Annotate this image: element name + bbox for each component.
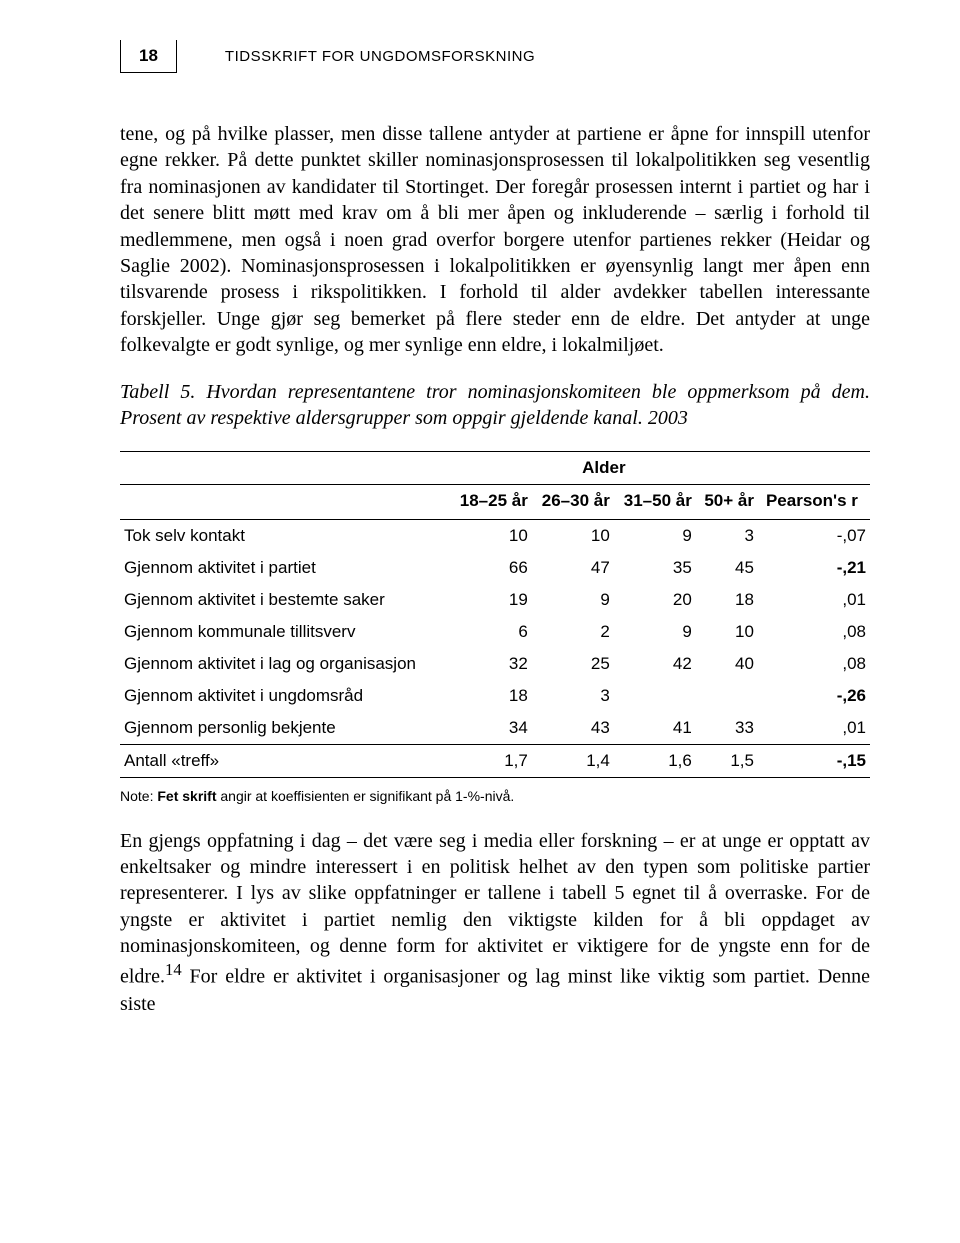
- cell: 2: [532, 616, 614, 648]
- table-row: Tok selv kontakt101093-,07: [120, 519, 870, 552]
- table-row: Gjennom personlig bekjente34434133,01: [120, 712, 870, 745]
- table-note: Note: Fet skrift angir at koeffisienten …: [120, 788, 870, 804]
- cell: 33: [696, 712, 758, 745]
- cell: 1,7: [450, 744, 532, 777]
- cell: 25: [532, 648, 614, 680]
- cell: 45: [696, 552, 758, 584]
- cell: ,08: [758, 648, 870, 680]
- table-row-label: Antall «treff»: [120, 744, 450, 777]
- page-header: 18 TIDSSKRIFT FOR UNGDOMSFORSKNING: [120, 40, 870, 73]
- table-row: Gjennom kommunale tillitsverv62910,08: [120, 616, 870, 648]
- col-header: 31–50 år: [614, 484, 696, 519]
- cell: 1,6: [614, 744, 696, 777]
- table-row-label: Gjennom aktivitet i bestemte saker: [120, 584, 450, 616]
- table-row-label: Gjennom aktivitet i partiet: [120, 552, 450, 584]
- cell: ,01: [758, 584, 870, 616]
- cell: ,08: [758, 616, 870, 648]
- cell: 9: [532, 584, 614, 616]
- cell: 20: [614, 584, 696, 616]
- cell: 10: [696, 616, 758, 648]
- cell: 42: [614, 648, 696, 680]
- paragraph-1: tene, og på hvilke plasser, men disse ta…: [120, 121, 870, 359]
- cell: 47: [532, 552, 614, 584]
- table-row-label: Gjennom personlig bekjente: [120, 712, 450, 745]
- page-number: 18: [120, 40, 177, 73]
- cell: 1,4: [532, 744, 614, 777]
- cell: 9: [614, 616, 696, 648]
- table-caption: Tabell 5. Hvordan representantene tror n…: [120, 379, 870, 431]
- cell: 32: [450, 648, 532, 680]
- note-prefix: Note:: [120, 788, 157, 804]
- cell: 6: [450, 616, 532, 648]
- cell: -,26: [758, 680, 870, 712]
- cell: 10: [450, 519, 532, 552]
- table-row-label: Tok selv kontakt: [120, 519, 450, 552]
- note-rest: angir at koeffisienten er signifikant på…: [216, 788, 514, 804]
- cell: [614, 680, 696, 712]
- note-bold: Fet skrift: [157, 788, 216, 804]
- cell: 3: [696, 519, 758, 552]
- table-row: Gjennom aktivitet i partiet66473545-,21: [120, 552, 870, 584]
- col-header: 18–25 år: [450, 484, 532, 519]
- cell: 43: [532, 712, 614, 745]
- table-row: Gjennom aktivitet i bestemte saker199201…: [120, 584, 870, 616]
- cell: -,07: [758, 519, 870, 552]
- col-header: Pearson's r: [758, 484, 870, 519]
- col-header: 50+ år: [696, 484, 758, 519]
- cell: 1,5: [696, 744, 758, 777]
- table-super-header-row: Alder: [120, 451, 870, 484]
- table-footer-row: Antall «treff» 1,7 1,4 1,6 1,5 -,15: [120, 744, 870, 777]
- para2-post: For eldre er aktivitet i organisasjoner …: [120, 966, 870, 1014]
- cell: 41: [614, 712, 696, 745]
- cell: 18: [450, 680, 532, 712]
- document-page: 18 TIDSSKRIFT FOR UNGDOMSFORSKNING tene,…: [0, 0, 960, 1243]
- cell: 35: [614, 552, 696, 584]
- cell: [696, 680, 758, 712]
- para2-pre: En gjengs oppfatning i dag – det være se…: [120, 830, 870, 989]
- table-super-header: Alder: [450, 451, 758, 484]
- footnote-marker: 14: [165, 960, 182, 979]
- table-column-header-row: 18–25 år 26–30 år 31–50 år 50+ år Pearso…: [120, 484, 870, 519]
- cell: 40: [696, 648, 758, 680]
- cell: 18: [696, 584, 758, 616]
- table-row: Gjennom aktivitet i ungdomsråd183 -,26: [120, 680, 870, 712]
- cell: 10: [532, 519, 614, 552]
- cell: -,15: [758, 744, 870, 777]
- cell: 34: [450, 712, 532, 745]
- data-table: Alder 18–25 år 26–30 år 31–50 år 50+ år …: [120, 451, 870, 778]
- table-row: Gjennom aktivitet i lag og organisasjon3…: [120, 648, 870, 680]
- cell: 66: [450, 552, 532, 584]
- cell: ,01: [758, 712, 870, 745]
- cell: 19: [450, 584, 532, 616]
- table-row-label: Gjennom aktivitet i ungdomsråd: [120, 680, 450, 712]
- cell: 3: [532, 680, 614, 712]
- paragraph-2: En gjengs oppfatning i dag – det være se…: [120, 828, 870, 1017]
- table-row-label: Gjennom aktivitet i lag og organisasjon: [120, 648, 450, 680]
- running-head: TIDSSKRIFT FOR UNGDOMSFORSKNING: [225, 40, 535, 65]
- col-header: 26–30 år: [532, 484, 614, 519]
- cell: 9: [614, 519, 696, 552]
- cell: -,21: [758, 552, 870, 584]
- table-row-label: Gjennom kommunale tillitsverv: [120, 616, 450, 648]
